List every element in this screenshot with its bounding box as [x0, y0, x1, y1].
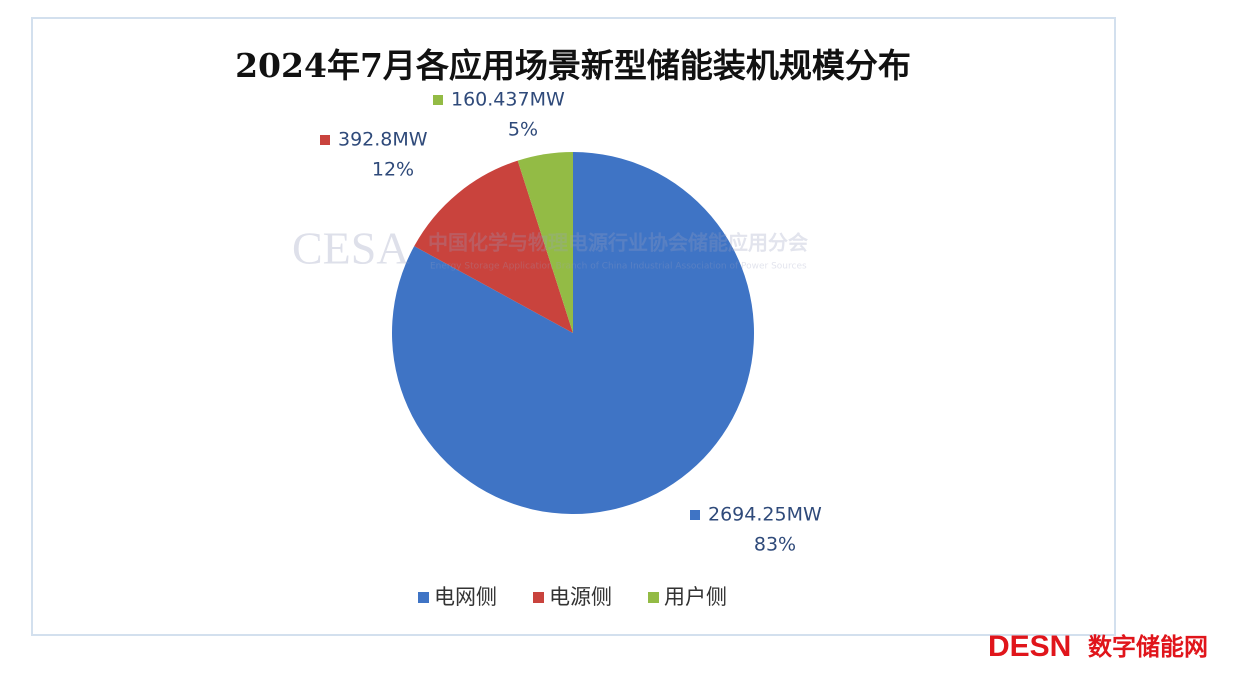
pie-slice — [517, 152, 573, 333]
legend-label: 用户侧 — [664, 585, 727, 609]
label-key — [690, 510, 700, 520]
chart-title: 2024年7月各应用场景新型储能装机规模分布 — [235, 46, 911, 85]
percent-label: 12% — [372, 159, 414, 181]
value-label: 392.8MW — [338, 129, 428, 151]
watermark-subtitle: Energy Storage Application Branch of Chi… — [430, 262, 807, 272]
value-label: 160.437MW — [451, 89, 565, 111]
label-key — [320, 135, 330, 145]
legend-label: 电源侧 — [549, 585, 612, 609]
pie — [392, 152, 754, 514]
legend-key — [418, 592, 429, 603]
value-label: 2694.25MW — [708, 504, 822, 526]
watermark: CESA 中国化学与物理电源行业协会储能应用分会 Energy Storage … — [292, 223, 808, 274]
legend-label: 电网侧 — [434, 585, 497, 609]
legend: 电网侧 电源侧 用户侧 — [418, 585, 727, 609]
labels: 2694.25MW 83% 392.8MW 12% 160.437MW 5% — [320, 89, 822, 556]
watermark-mark: CESA — [292, 223, 410, 274]
logo-name: 数字储能网 — [1088, 633, 1208, 661]
percent-label: 5% — [508, 119, 538, 141]
pie-slice — [414, 160, 573, 333]
legend-key — [533, 592, 544, 603]
label-key — [433, 95, 443, 105]
logo-mark: DESN — [988, 630, 1071, 663]
legend-key — [648, 592, 659, 603]
percent-label: 83% — [754, 534, 796, 556]
watermark-name: 中国化学与物理电源行业协会储能应用分会 — [428, 231, 808, 255]
